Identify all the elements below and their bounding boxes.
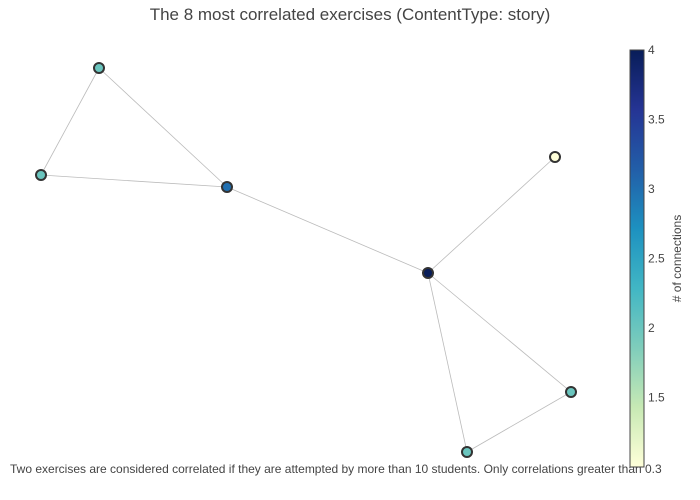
colorbar-tick-label: 3 bbox=[648, 182, 655, 196]
edge-n3-n5 bbox=[226, 186, 429, 274]
edge-n1-n2 bbox=[40, 67, 100, 176]
colorbar-tick-label: 1.5 bbox=[648, 391, 665, 405]
colorbar: 1.5 2 2.5 3 3.5 4 # of connections bbox=[629, 43, 684, 468]
nodes-layer bbox=[35, 62, 577, 458]
colorbar-tick-label: 2 bbox=[648, 321, 655, 335]
edge-n6-n7 bbox=[466, 391, 572, 453]
edge-n5-n7 bbox=[427, 272, 468, 453]
edge-n2-n3 bbox=[40, 174, 228, 188]
colorbar-tick-label: 4 bbox=[648, 43, 655, 57]
edge-n4-n5 bbox=[427, 156, 556, 274]
colorbar-tick-label: 2.5 bbox=[648, 252, 665, 266]
colorbar-tick-label: 3.5 bbox=[648, 113, 665, 127]
edge-n5-n6 bbox=[427, 272, 572, 393]
chart-title: The 8 most correlated exercises (Content… bbox=[149, 5, 551, 24]
node-n1[interactable] bbox=[93, 62, 105, 74]
node-n5[interactable] bbox=[422, 267, 434, 279]
node-n7[interactable] bbox=[461, 446, 473, 458]
edges-layer bbox=[40, 67, 572, 453]
colorbar-ticks: 1.5 2 2.5 3 3.5 4 bbox=[648, 43, 665, 405]
node-n6[interactable] bbox=[565, 386, 577, 398]
chart-caption: Two exercises are considered correlated … bbox=[10, 462, 662, 476]
node-n2[interactable] bbox=[35, 169, 47, 181]
node-n3[interactable] bbox=[221, 181, 233, 193]
colorbar-gradient bbox=[629, 49, 645, 468]
colorbar-title: # of connections bbox=[670, 215, 684, 302]
node-n4[interactable] bbox=[549, 151, 561, 163]
edge-n1-n3 bbox=[98, 67, 228, 188]
